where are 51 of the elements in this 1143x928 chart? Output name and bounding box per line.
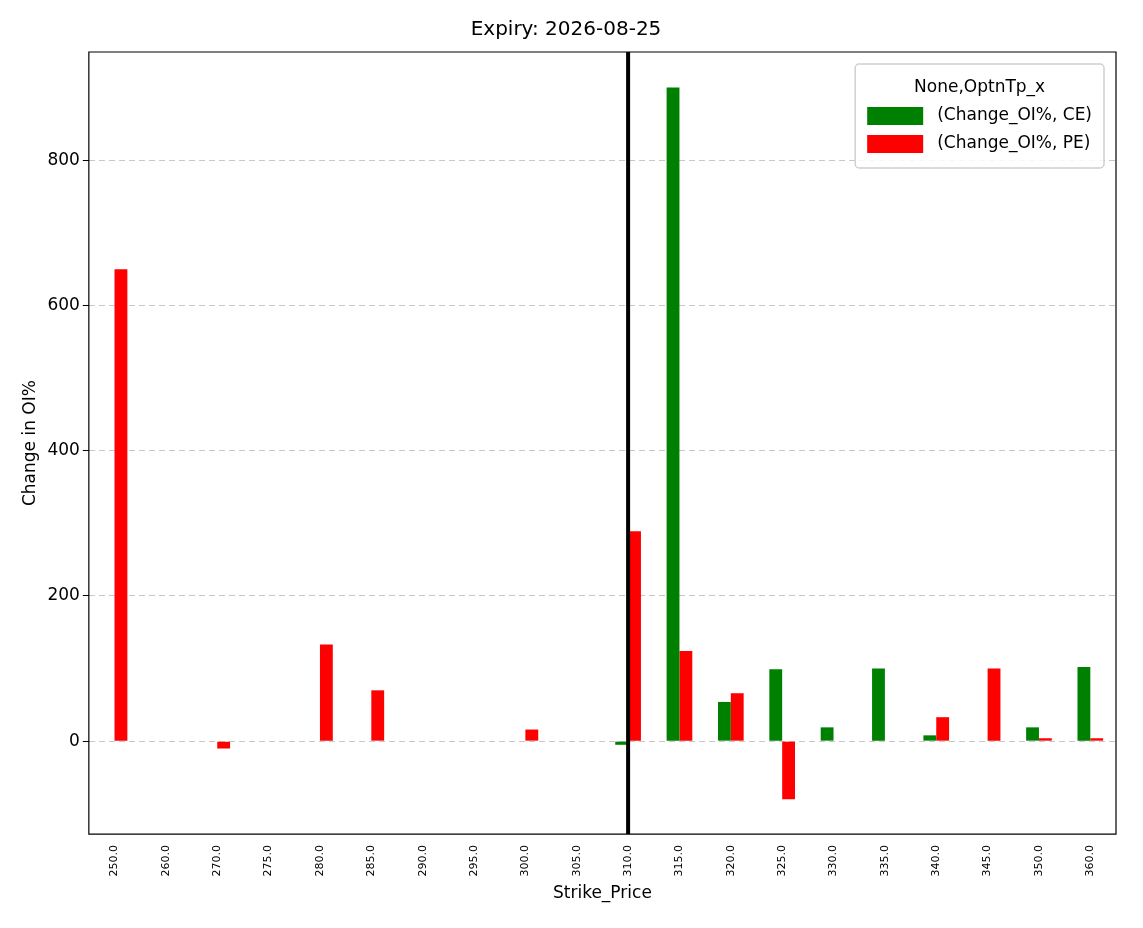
x-tick-label: 360.0 <box>1083 845 1097 877</box>
bar <box>679 651 693 741</box>
bar <box>371 690 385 741</box>
bar <box>666 87 680 741</box>
bar <box>987 668 1001 741</box>
bar <box>730 693 744 741</box>
x-tick-label: 250.0 <box>107 845 121 877</box>
bar <box>936 717 950 741</box>
x-tick-label: 340.0 <box>929 845 943 877</box>
x-tick-label: 320.0 <box>723 845 737 877</box>
legend-label: (Change_OI%, PE) <box>937 132 1091 154</box>
x-tick-label: 350.0 <box>1031 845 1045 877</box>
x-tick-label: 260.0 <box>158 845 172 877</box>
y-tick-label: 0 <box>69 729 80 750</box>
y-tick-label: 800 <box>47 148 80 169</box>
bar <box>923 735 937 741</box>
legend-label: (Change_OI%, CE) <box>937 104 1093 126</box>
x-tick-label: 280.0 <box>312 845 326 877</box>
bar <box>1038 738 1052 741</box>
y-axis-title: Change in OI% <box>18 380 39 507</box>
bar <box>769 669 783 741</box>
x-tick-label: 285.0 <box>364 845 378 877</box>
x-axis-title: Strike_Price <box>553 882 652 904</box>
legend-title: None,OptnTp_x <box>914 76 1046 98</box>
x-tick-label: 330.0 <box>826 845 840 877</box>
chart-title: Expiry: 2026-08-25 <box>470 16 662 41</box>
x-tick-label: 270.0 <box>210 845 224 877</box>
x-tick-label: 275.0 <box>261 845 275 877</box>
x-tick-label: 335.0 <box>877 845 891 877</box>
x-tick-label: 300.0 <box>518 845 532 877</box>
x-tick-label: 295.0 <box>466 845 480 877</box>
x-tick-label: 310.0 <box>620 845 634 877</box>
bar <box>1026 727 1039 741</box>
x-tick-label: 305.0 <box>569 845 583 877</box>
bar <box>217 741 231 749</box>
y-tick-label: 200 <box>47 584 80 605</box>
bar <box>319 644 333 741</box>
bar <box>525 729 539 741</box>
bar <box>114 269 128 741</box>
bar <box>782 741 796 800</box>
x-tick-label: 290.0 <box>415 845 429 877</box>
bar <box>820 727 834 741</box>
y-tick-label: 400 <box>47 439 80 460</box>
y-tick-label: 600 <box>47 293 80 314</box>
x-tick-label: 325.0 <box>775 845 789 877</box>
bar <box>1090 738 1104 741</box>
x-tick-label: 315.0 <box>672 845 686 877</box>
bar <box>1077 667 1091 741</box>
x-tick-label: 345.0 <box>980 845 994 877</box>
bar <box>872 668 885 741</box>
bar <box>717 701 731 741</box>
